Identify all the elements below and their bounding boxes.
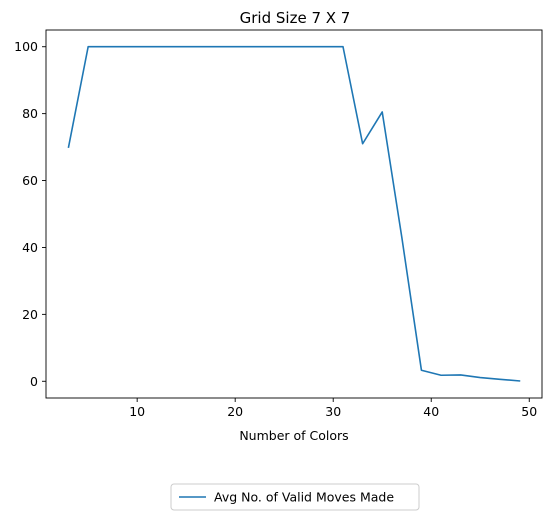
x-tick-label: 50: [521, 404, 537, 419]
x-tick-label: 10: [129, 404, 145, 419]
x-tick-label: 30: [325, 404, 341, 419]
legend-box: [170, 483, 420, 511]
y-tick-label: 100: [14, 39, 38, 54]
x-tick-label: 20: [227, 404, 243, 419]
series-line: [67, 45, 521, 382]
axes-frame: [45, 29, 543, 399]
y-axis: 0 20 40 60 80 100: [14, 39, 46, 389]
x-axis-label: Number of Colors: [239, 428, 348, 443]
x-tick-label: 40: [423, 404, 439, 419]
series-layer: [67, 45, 521, 382]
y-tick-label: 20: [22, 307, 38, 322]
y-tick-label: 60: [22, 173, 38, 188]
y-tick-label: 0: [30, 374, 38, 389]
y-tick-label: 80: [22, 106, 38, 121]
legend-entry: Avg No. of Valid Moves Made: [214, 490, 394, 505]
x-axis: 10 20 30 40 50: [129, 398, 537, 419]
y-tick-label: 40: [22, 240, 38, 255]
legend: Avg No. of Valid Moves Made: [170, 483, 420, 511]
chart-title: Grid Size 7 X 7: [240, 9, 351, 27]
